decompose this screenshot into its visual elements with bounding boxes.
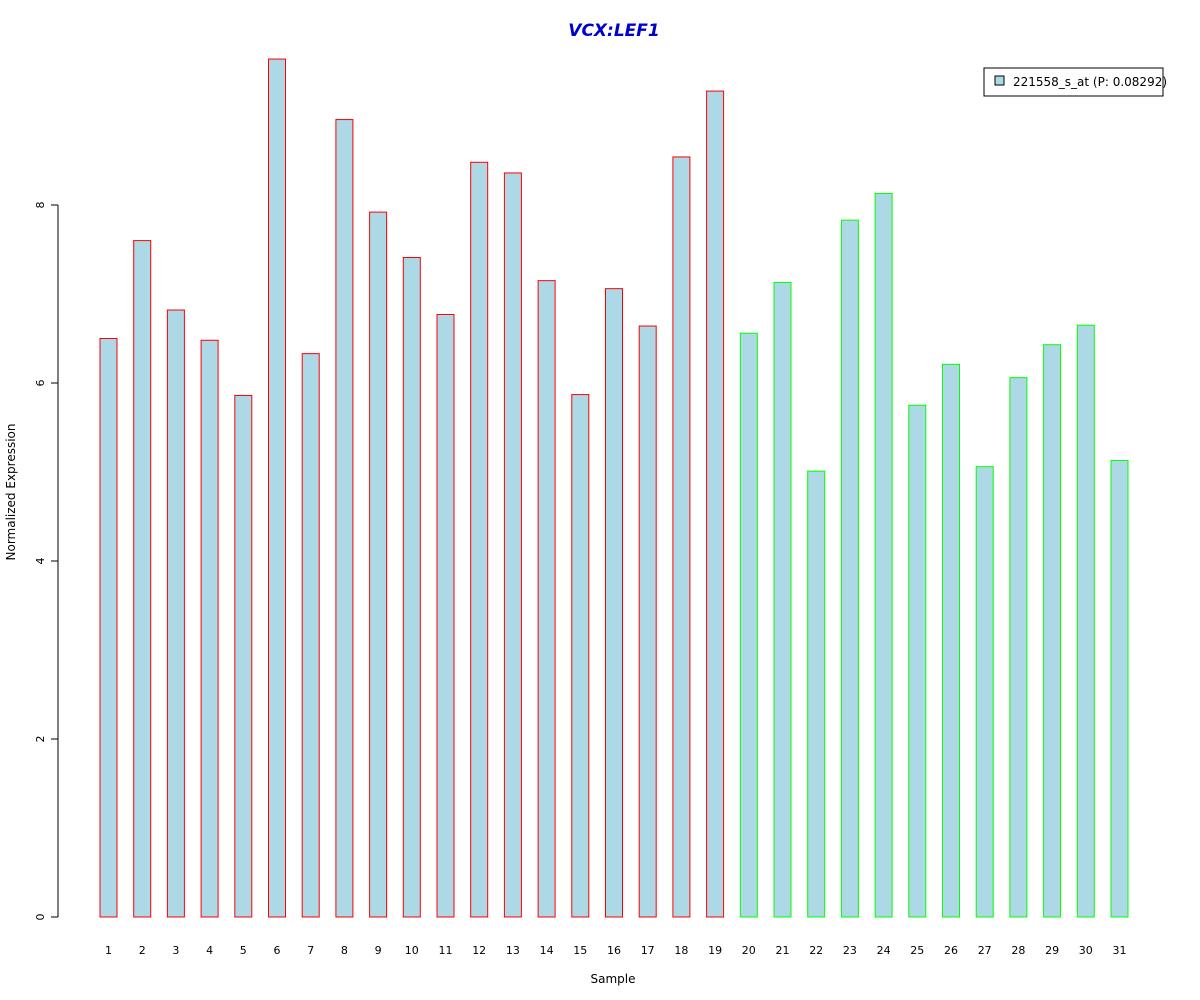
bar-sample-23 [840, 219, 859, 918]
x-tick-label: 5 [240, 944, 247, 957]
x-tick-label: 10 [405, 944, 419, 957]
y-axis-label: Normalized Expression [4, 423, 18, 560]
x-tick-label: 13 [506, 944, 520, 957]
legend-swatch [994, 75, 1005, 86]
bar-sample-21 [773, 281, 792, 918]
bar-sample-27 [975, 466, 994, 918]
chart-title: VCX:LEF1 [568, 21, 659, 41]
y-tick-label: 4 [34, 558, 47, 565]
y-tick-label: 0 [34, 914, 47, 921]
bar-sample-11 [436, 313, 455, 918]
x-tick-label: 26 [944, 944, 958, 957]
x-tick-label: 27 [978, 944, 992, 957]
x-tick-label: 15 [573, 944, 587, 957]
bar-sample-14 [537, 280, 556, 918]
x-axis-label: Sample [591, 972, 636, 986]
x-tick-label: 28 [1011, 944, 1025, 957]
bar-sample-15 [571, 394, 590, 918]
bar-sample-20 [739, 332, 758, 918]
x-tick-label: 29 [1045, 944, 1059, 957]
x-tick-label: 6 [274, 944, 281, 957]
bar-sample-3 [166, 309, 185, 918]
bar-sample-2 [133, 240, 152, 918]
y-tick-label: 2 [34, 736, 47, 743]
bar-sample-26 [942, 363, 960, 918]
bars [99, 58, 1129, 918]
x-tick-label: 4 [206, 944, 213, 957]
bar-sample-17 [638, 325, 657, 918]
x-tick-label: 30 [1079, 944, 1093, 957]
bar-sample-30 [1076, 324, 1095, 918]
x-tick-label: 18 [674, 944, 688, 957]
x-tick-label: 12 [472, 944, 486, 957]
x-tick-labels: 1 2 3 4 5 6 7 8 9 10 11 12 13 14 15 16 17 18 19 20 21 22 23 24 2… [105, 944, 1127, 957]
x-tick-label: 7 [307, 944, 314, 957]
bar-sample-1 [99, 338, 118, 918]
x-tick-label: 19 [708, 944, 722, 957]
x-tick-label: 3 [172, 944, 179, 957]
bar-sample-13 [503, 172, 522, 918]
bar-sample-5 [234, 394, 253, 918]
x-tick-label: 1 [105, 944, 112, 957]
bar-sample-29 [1043, 344, 1062, 918]
bar-sample-25 [908, 404, 927, 918]
legend-label: 221558_s_at (P: 0.08292) [1013, 75, 1167, 89]
x-tick-label: 25 [910, 944, 924, 957]
x-tick-label: 23 [843, 944, 857, 957]
x-tick-label: 21 [776, 944, 790, 957]
y-tick-label: 6 [34, 380, 47, 387]
x-tick-label: 24 [877, 944, 891, 957]
x-tick-label: 9 [375, 944, 382, 957]
x-tick-label: 8 [341, 944, 348, 957]
x-tick-label: 14 [540, 944, 554, 957]
legend: 221558_s_at (P: 0.08292) [983, 67, 1167, 97]
x-tick-label: 22 [809, 944, 823, 957]
bar-sample-18 [672, 156, 691, 918]
legend-box [983, 67, 1164, 97]
bar-sample-9 [369, 211, 388, 918]
bar-sample-7 [301, 353, 320, 918]
bar-sample-4 [200, 339, 219, 918]
y-tick-label: 8 [34, 202, 47, 209]
x-tick-label: 16 [607, 944, 621, 957]
bar-sample-6 [268, 58, 286, 918]
bar-sample-19 [706, 90, 725, 918]
x-tick-label: 20 [742, 944, 756, 957]
x-tick-label: 11 [439, 944, 453, 957]
bar-sample-22 [807, 470, 826, 918]
x-tick-label: 2 [139, 944, 146, 957]
bar-sample-12 [470, 161, 489, 918]
bar-sample-31 [1110, 459, 1129, 918]
x-tick-label: 31 [1113, 944, 1127, 957]
bar-sample-8 [335, 119, 354, 918]
x-tick-label: 17 [641, 944, 655, 957]
bar-sample-10 [402, 257, 421, 918]
bar-sample-28 [1009, 377, 1028, 918]
bar-sample-24 [874, 192, 893, 918]
bar-sample-16 [605, 288, 623, 918]
y-axis: 0 2 4 6 8 [34, 202, 59, 921]
